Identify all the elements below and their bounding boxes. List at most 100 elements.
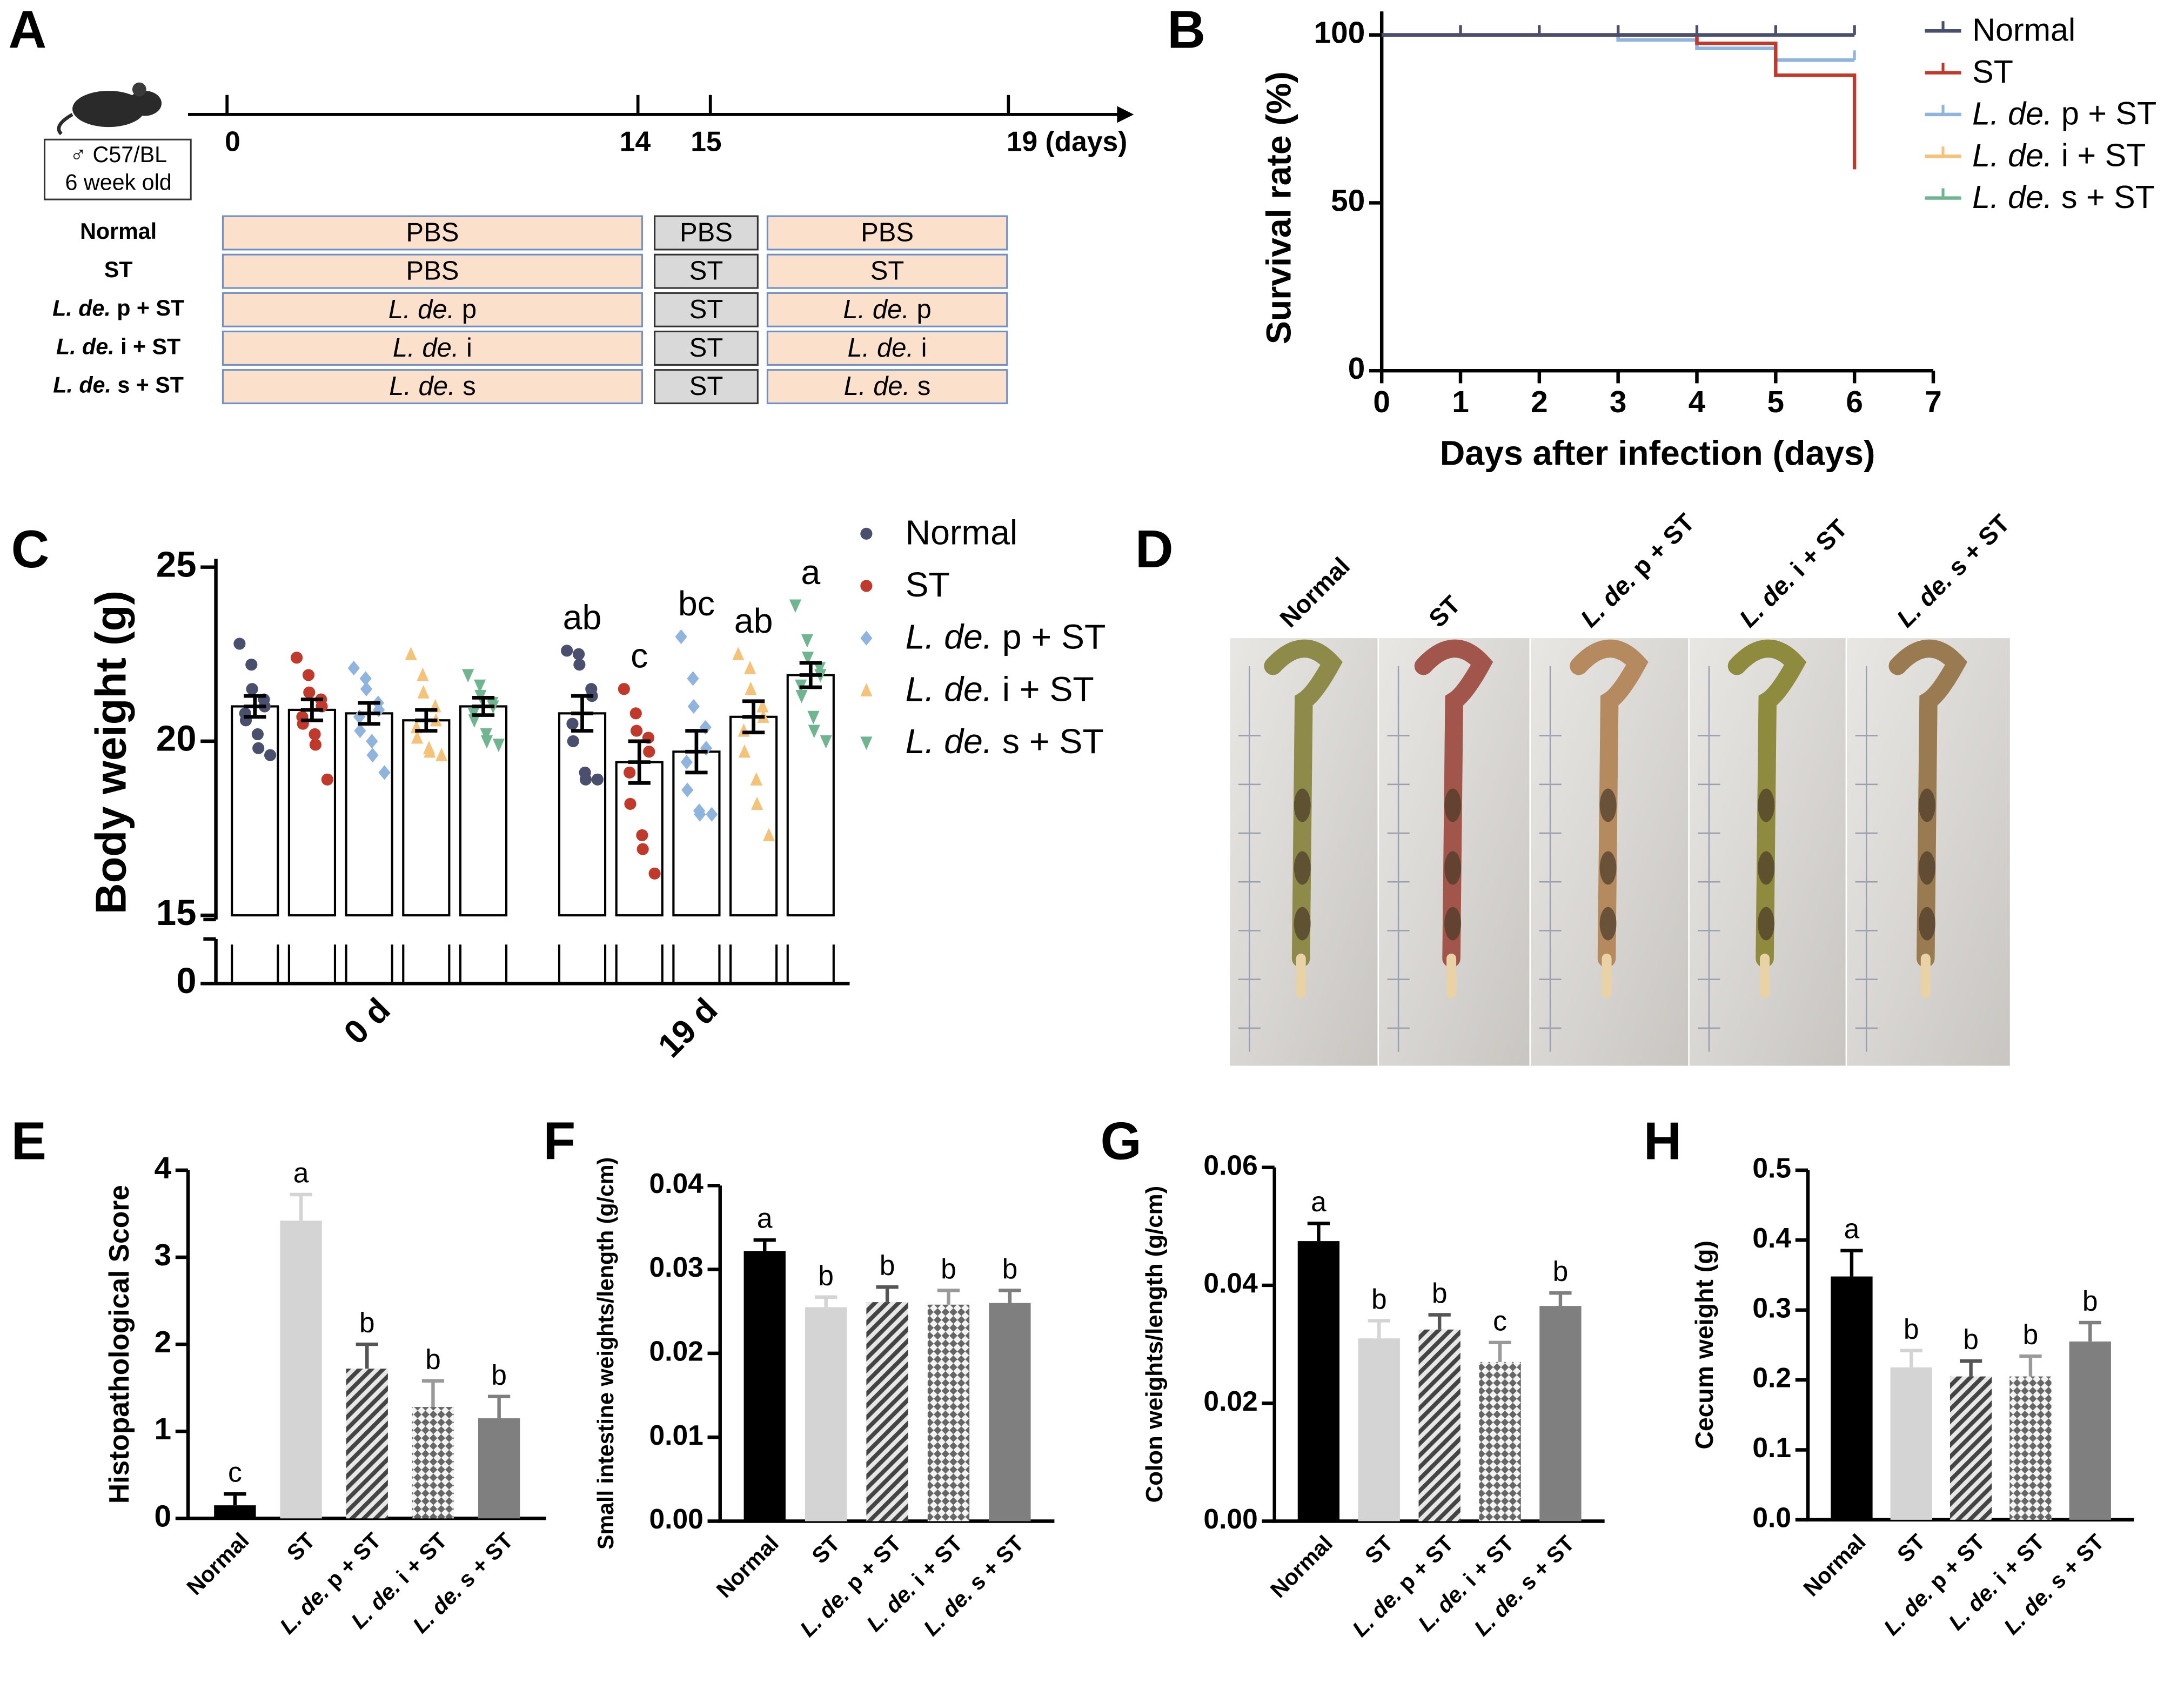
photo-label: L. de. s + ST xyxy=(1891,509,2015,633)
data-point xyxy=(573,659,586,671)
protocol-box xyxy=(766,292,1008,327)
significance-letter: b xyxy=(818,1259,834,1291)
data-point xyxy=(745,681,757,695)
photo-segment xyxy=(1294,907,1311,941)
data-point xyxy=(233,638,246,650)
data-point xyxy=(813,662,826,676)
protocol-text: L. de. i xyxy=(393,333,472,363)
data-point xyxy=(321,773,333,786)
data-point xyxy=(480,735,493,749)
bar-stub xyxy=(459,944,508,984)
x-tick-label: Normal xyxy=(182,1528,254,1600)
data-point xyxy=(252,742,265,754)
bar xyxy=(1831,1276,1873,1520)
photo xyxy=(1847,638,2010,1066)
significance-letter: a xyxy=(757,1203,773,1234)
error-bar xyxy=(815,1295,838,1307)
protocol-text: PBS xyxy=(406,218,459,247)
error-bar xyxy=(472,695,495,717)
significance-letter: b xyxy=(359,1307,375,1338)
group-label: ST xyxy=(104,257,133,282)
significance-letter: b xyxy=(1002,1253,1018,1284)
timeline-arrow xyxy=(1117,106,1134,123)
data-point xyxy=(290,652,303,664)
protocol-text: ST xyxy=(689,295,723,324)
protocol-text: PBS xyxy=(680,218,733,247)
bar-stub xyxy=(558,944,607,984)
error-bar xyxy=(753,1238,776,1251)
error-bar xyxy=(571,694,594,733)
protocol-box xyxy=(654,369,759,405)
protocol-box xyxy=(222,253,643,289)
photo-segment xyxy=(1758,851,1775,885)
error-bar xyxy=(1840,1249,1863,1277)
x-tick-label: 0 d xyxy=(337,991,398,1051)
photo-label: Normal xyxy=(1274,552,1355,633)
error-bar xyxy=(300,698,324,722)
significance-letter: b xyxy=(1963,1324,1979,1355)
protocol-box xyxy=(766,369,1008,405)
bar xyxy=(280,1221,322,1519)
data-point xyxy=(630,725,643,737)
mouse-head xyxy=(128,91,162,116)
legend-label: ST xyxy=(906,565,950,604)
significance-letter: a xyxy=(1844,1213,1860,1244)
x-tick-label: 6 xyxy=(1846,385,1863,419)
significance-letter: bc xyxy=(678,584,715,623)
significance-letter: b xyxy=(1553,1256,1569,1287)
data-point xyxy=(411,730,424,744)
data-point xyxy=(373,702,385,718)
significance-letter: a xyxy=(1311,1186,1327,1217)
legend-label: L. de. i + ST xyxy=(906,669,1094,708)
x-tick-label: 5 xyxy=(1767,385,1785,419)
bar-stub xyxy=(615,944,664,984)
data-point xyxy=(738,744,751,758)
significance-letter: b xyxy=(941,1253,956,1284)
y-tick-label: 0.02 xyxy=(649,1335,703,1366)
legend-label: Normal xyxy=(1972,11,2075,48)
data-point xyxy=(648,867,661,880)
data-point xyxy=(624,797,637,810)
data-point xyxy=(468,714,480,728)
group-label: Normal xyxy=(80,219,157,244)
legend-label: L. de. p + ST xyxy=(1972,95,2156,131)
data-point xyxy=(480,728,492,742)
survival-line xyxy=(1382,33,1857,170)
bar-stub xyxy=(672,944,721,984)
x-axis-label: Days after infection (days) xyxy=(1440,433,1875,472)
bar xyxy=(729,715,778,917)
photo-segment xyxy=(1599,851,1617,885)
y-tick-label: 100 xyxy=(1314,16,1365,50)
data-point xyxy=(567,735,579,747)
protocol-box xyxy=(654,330,759,366)
protocol-box xyxy=(222,330,643,366)
data-point xyxy=(808,725,820,739)
significance-letter: ab xyxy=(734,601,773,640)
y-tick-label: 0.04 xyxy=(649,1168,704,1199)
bar-stub xyxy=(786,944,835,984)
protocol-text: ST xyxy=(870,257,905,286)
y-axis-label: Colon weights/length (g/cm) xyxy=(1141,1186,1168,1503)
error-bar xyxy=(2019,1354,2042,1377)
protocol-text: L. de. s xyxy=(389,372,476,401)
protocol-text: L. de. p xyxy=(388,295,477,324)
x-tick-label: Normal xyxy=(712,1531,783,1602)
error-bar xyxy=(356,1342,378,1369)
error-bar xyxy=(224,1492,246,1506)
data-point xyxy=(378,765,391,780)
error-bar xyxy=(1307,1222,1330,1242)
x-tick-label: ST xyxy=(1892,1530,1930,1567)
data-point xyxy=(251,728,264,741)
data-point xyxy=(405,647,417,660)
photo xyxy=(1689,638,1846,1066)
protocol-box xyxy=(766,215,1008,251)
y-tick-label: 0.00 xyxy=(1203,1503,1257,1534)
data-point xyxy=(762,828,775,841)
data-point xyxy=(492,739,505,753)
panel-label: C xyxy=(11,519,50,579)
photo-segment xyxy=(1444,907,1462,941)
bar xyxy=(478,1418,520,1519)
y-tick-label: 0.02 xyxy=(1203,1385,1257,1417)
data-point xyxy=(756,699,769,713)
